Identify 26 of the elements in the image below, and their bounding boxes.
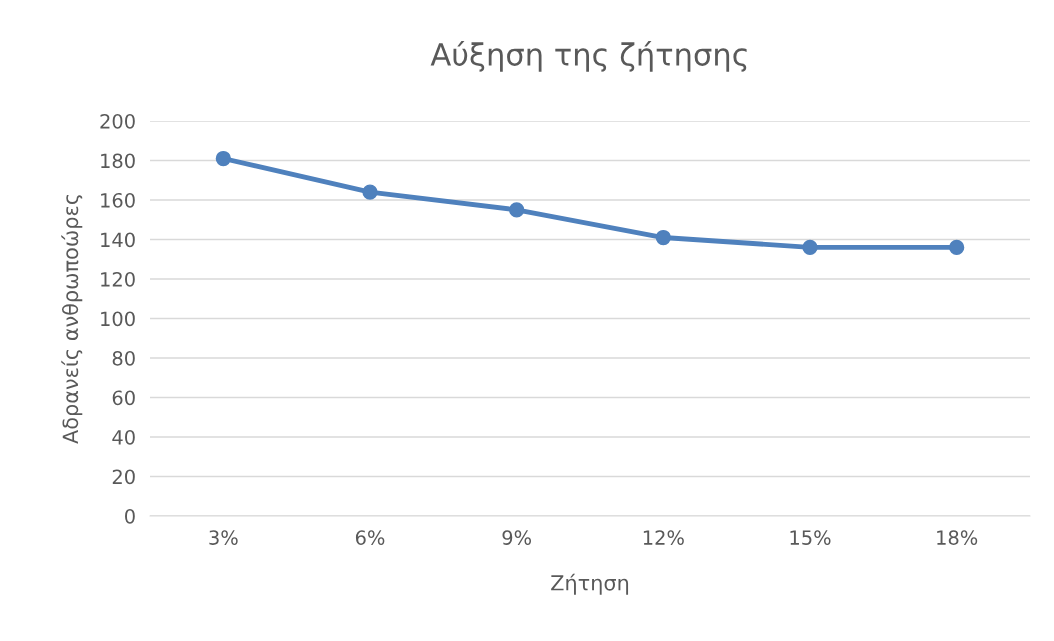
y-tick-label: 200: [100, 113, 135, 129]
x-tick-label: 15%: [790, 530, 831, 545]
x-tick-label: 12%: [643, 530, 684, 545]
y-tick-label: 160: [101, 192, 135, 208]
x-tick-label: 9%: [502, 530, 532, 545]
y-tick-label: 60: [112, 390, 135, 406]
x-tick-label: 3%: [209, 530, 238, 545]
y-axis-title: Αδρανείς ανθρωποώρες: [61, 195, 83, 444]
point: [802, 239, 818, 256]
y-tick-label: 120: [101, 271, 135, 287]
point: [949, 239, 965, 256]
x-tick-label: 6%: [355, 530, 385, 545]
x-tick-label: 18%: [937, 530, 978, 545]
y-tick-label: 100: [101, 311, 135, 327]
point: [655, 229, 671, 246]
point: [509, 202, 525, 218]
point: [362, 184, 378, 200]
y-tick-label: 0: [125, 508, 135, 524]
point: [215, 150, 231, 167]
x-axis-title: Ζήτηση: [551, 573, 629, 595]
chart-title: Αύξηση της ζήτησης: [430, 41, 747, 72]
y-tick-label: 20: [112, 469, 135, 485]
y-tick-label: 140: [101, 232, 135, 248]
y-tick-label: 80: [112, 350, 135, 366]
y-tick-label: 180: [101, 153, 135, 169]
y-tick-label: 40: [112, 429, 135, 445]
